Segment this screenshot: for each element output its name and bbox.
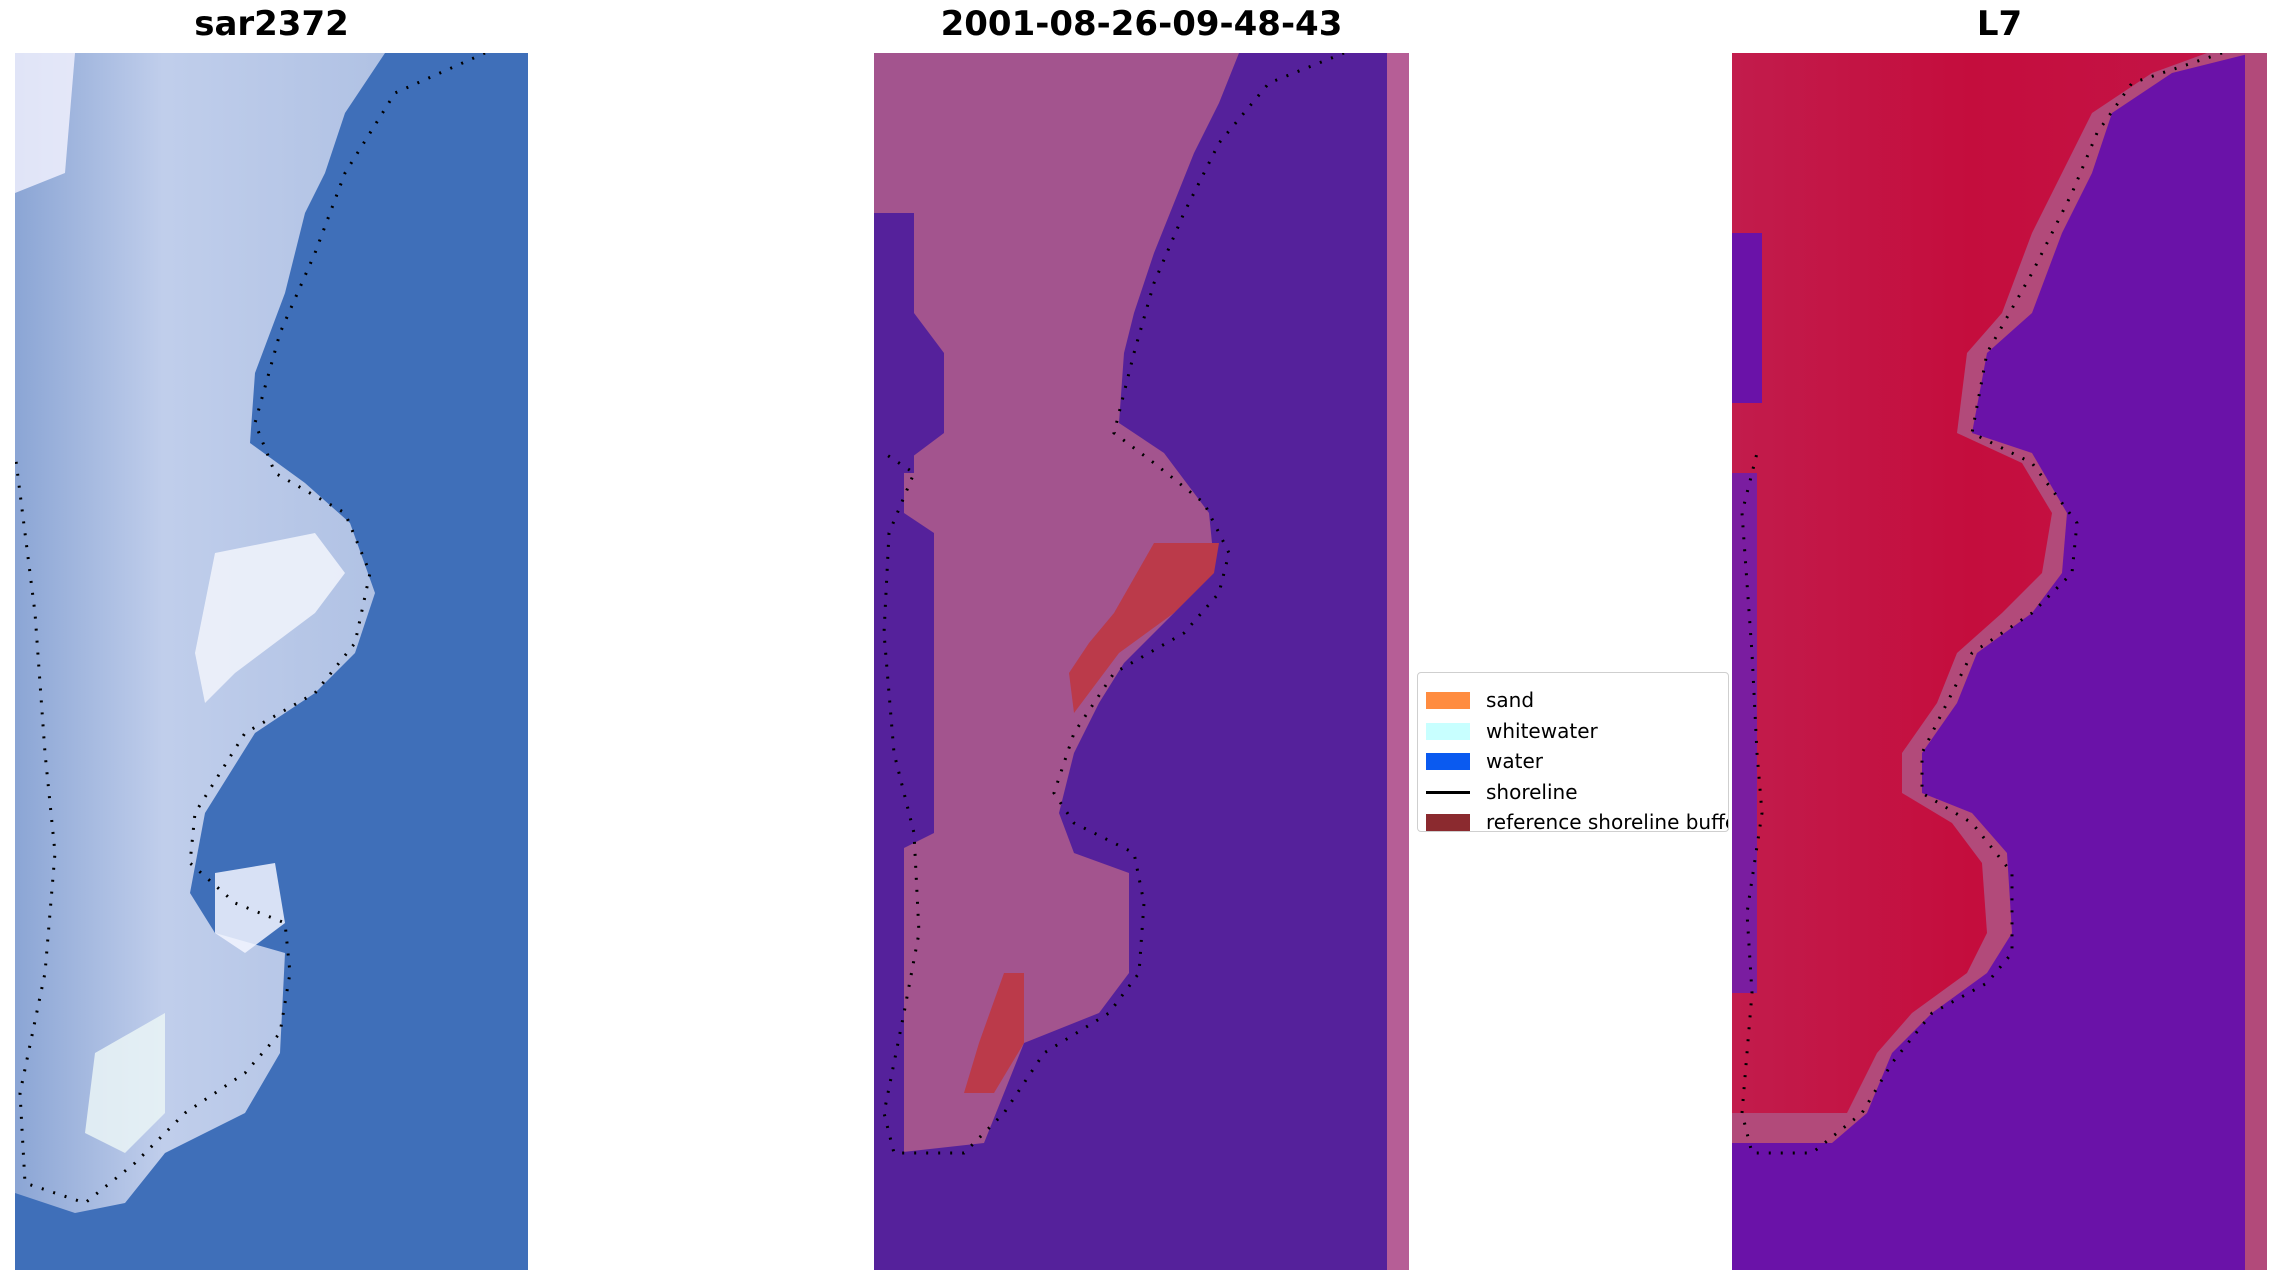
bright-patch-1 bbox=[195, 533, 345, 703]
panel-title-date: 2001-08-26-09-48-43 bbox=[940, 4, 1343, 44]
right-edge-strip bbox=[1387, 53, 1409, 1270]
legend-item-sand: sand bbox=[1426, 687, 1534, 713]
whitewater-swatch bbox=[1426, 722, 1470, 740]
land-index-area bbox=[1732, 53, 2207, 1113]
shoreline bbox=[882, 53, 1345, 1155]
legend-item-shoreline: shoreline bbox=[1426, 779, 1578, 805]
legend-label: shoreline bbox=[1486, 780, 1578, 804]
water-inlet-top bbox=[1732, 233, 1762, 403]
rgb-image-panel bbox=[15, 53, 528, 1270]
legend-item-whitewater: whitewater bbox=[1426, 718, 1598, 744]
panel-title-l7: L7 bbox=[1976, 4, 2023, 44]
shoreline-line-swatch bbox=[1426, 790, 1470, 794]
bright-patch-3 bbox=[85, 1013, 165, 1153]
water-swatch bbox=[1426, 752, 1470, 770]
buffer-class-1 bbox=[1069, 543, 1219, 713]
sand-swatch bbox=[1426, 691, 1470, 709]
legend: sand whitewater water shoreline referenc… bbox=[1417, 672, 1729, 832]
classified-image-panel bbox=[874, 53, 1409, 1270]
water-inlet-top bbox=[874, 213, 914, 473]
water-inlet-bottom bbox=[874, 673, 904, 1153]
panel-title-sar2372: sar2372 bbox=[194, 4, 349, 44]
buffer-class-2 bbox=[964, 973, 1024, 1093]
legend-label: whitewater bbox=[1486, 719, 1598, 743]
legend-label: reference shoreline buffer bbox=[1486, 810, 1729, 832]
right-edge-strip bbox=[2245, 53, 2267, 1270]
water-inlet-bottom bbox=[1732, 473, 1757, 993]
buffer-swatch bbox=[1426, 813, 1470, 831]
land-class-area bbox=[874, 53, 1239, 1153]
bright-patch-2 bbox=[215, 863, 285, 953]
legend-item-reference-buffer: reference shoreline buffer bbox=[1426, 809, 1729, 832]
legend-item-water: water bbox=[1426, 748, 1543, 774]
bright-patch-4 bbox=[15, 53, 75, 193]
legend-label: water bbox=[1486, 749, 1543, 773]
index-image-panel bbox=[1732, 53, 2267, 1270]
legend-label: sand bbox=[1486, 688, 1535, 712]
